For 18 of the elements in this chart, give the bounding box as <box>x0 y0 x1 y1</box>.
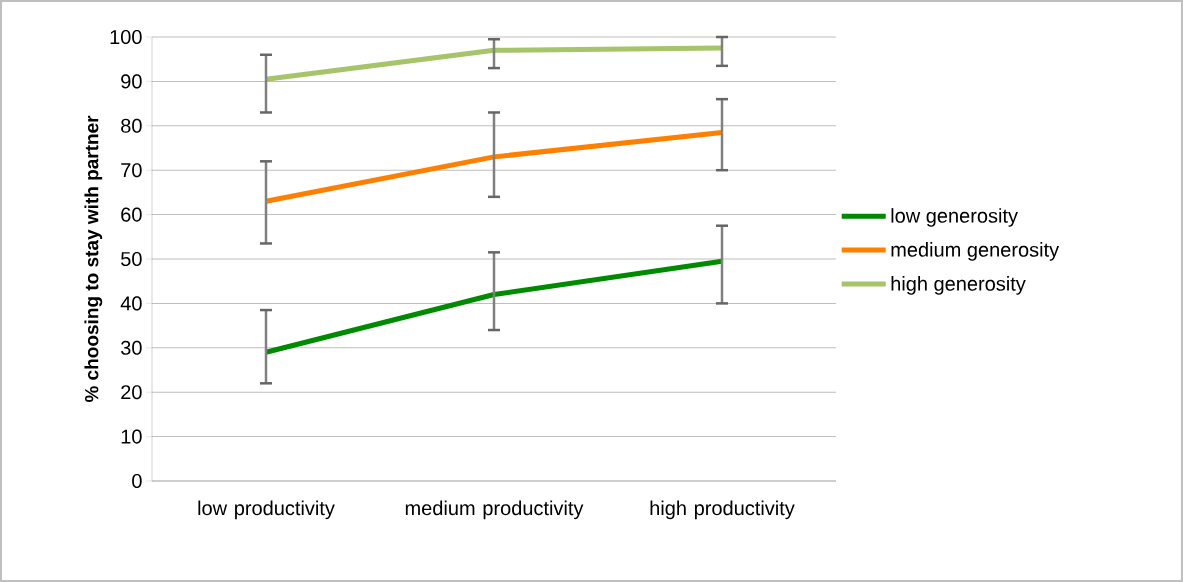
y-tick-label: 40 <box>120 296 142 311</box>
y-tick-label: 90 <box>121 74 142 89</box>
y-tick-label: 10 <box>121 429 142 444</box>
y-tick-label: 80 <box>121 118 142 133</box>
y-tick-label: 50 <box>121 251 142 267</box>
legend-label: medium generosity <box>891 242 1060 261</box>
x-tick-label: medium productivity <box>405 500 584 520</box>
y-axis-title: % choosing to stay with partner <box>84 115 103 403</box>
legend-label: high generosity <box>891 276 1026 295</box>
legend-label: low generosity <box>891 208 1018 227</box>
y-tick-label: 60 <box>121 207 142 222</box>
y-tick-label: 0 <box>132 473 142 489</box>
x-tick-label: high productivity <box>650 500 795 520</box>
x-tick-label: low productivity <box>198 500 335 520</box>
y-tick-label: 20 <box>121 385 142 400</box>
y-tick-label: 30 <box>120 340 142 355</box>
y-tick-label: 70 <box>121 163 142 178</box>
y-tick-label: 100 <box>110 29 142 45</box>
